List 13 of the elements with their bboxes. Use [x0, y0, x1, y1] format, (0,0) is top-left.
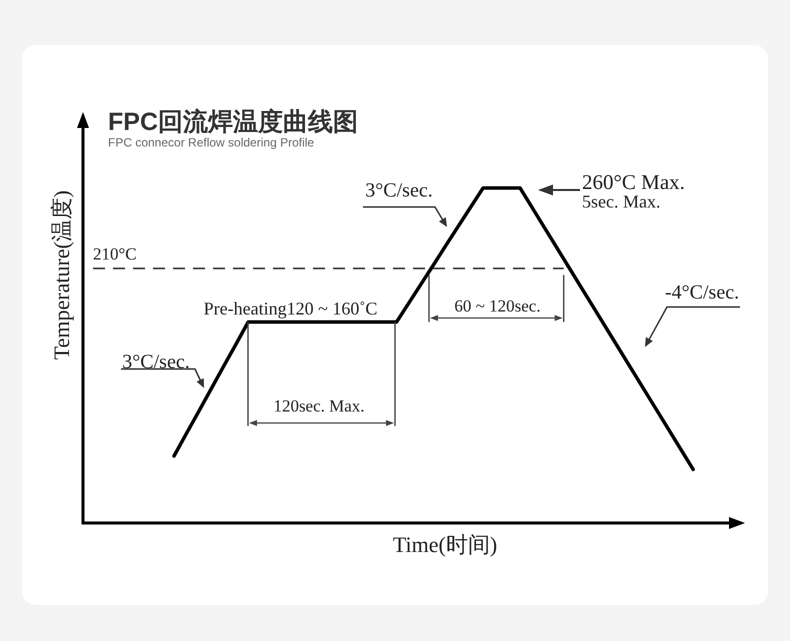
x-axis-title: Time(时间) — [392, 532, 498, 557]
chart-subtitle: FPC connecor Reflow soldering Profile — [108, 135, 314, 150]
annotation: 3°C/sec. — [365, 179, 433, 202]
annotation: 60 ~ 120sec. — [454, 296, 541, 316]
annotation: -4°C/sec. — [665, 281, 740, 304]
annotation: 260°C Max. — [582, 170, 685, 194]
y-axis-title: Temperature(温度) — [48, 190, 74, 360]
ref-line-label: 210°C — [93, 244, 137, 264]
annotation: 5sec. Max. — [582, 192, 660, 212]
annotation: 120sec. Max. — [273, 396, 365, 416]
annotation: Pre-heating120 ~ 160˚C — [204, 298, 378, 319]
annotation: 3°C/sec. — [122, 350, 190, 373]
chart-title: FPC回流焊温度曲线图 — [108, 108, 358, 136]
